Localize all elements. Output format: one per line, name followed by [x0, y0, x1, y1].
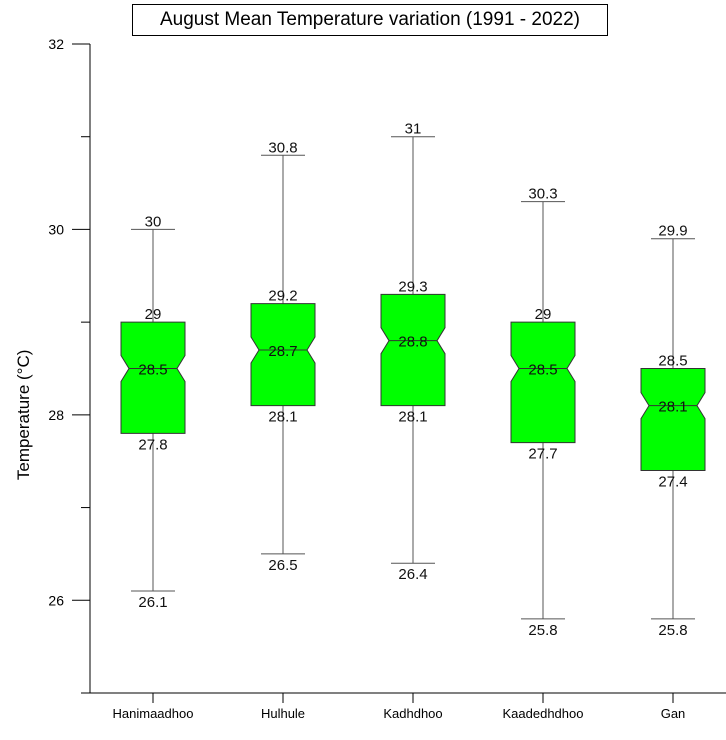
label-q1: 27.4	[658, 473, 687, 490]
y-tick-label: 28	[48, 407, 64, 423]
label-q3: 29	[145, 306, 162, 323]
x-tick-label: Kadhdhoo	[383, 706, 442, 721]
label-median: 28.1	[658, 399, 687, 416]
y-axis-label: Temperature (°C)	[14, 350, 33, 481]
y-tick-label: 32	[48, 36, 64, 52]
label-median: 28.7	[268, 343, 297, 360]
x-tick-label: Hulhule	[261, 706, 305, 721]
label-q3: 28.5	[658, 353, 687, 370]
y-tick-label: 30	[48, 221, 64, 237]
x-tick-label: Gan	[661, 706, 686, 721]
label-q1: 28.1	[398, 409, 427, 426]
label-q1: 27.7	[528, 446, 557, 463]
box	[120, 321, 186, 434]
label-median: 28.5	[138, 362, 167, 379]
label-min: 25.8	[658, 622, 687, 639]
box	[250, 303, 316, 407]
label-max: 31	[405, 121, 422, 138]
label-q3: 29.3	[398, 278, 427, 295]
label-min: 26.5	[268, 557, 297, 574]
label-max: 30	[145, 213, 162, 230]
label-max: 29.9	[658, 223, 687, 240]
label-median: 28.8	[398, 334, 427, 351]
x-tick-label: Hanimaadhoo	[113, 706, 194, 721]
label-median: 28.5	[528, 362, 557, 379]
label-min: 26.4	[398, 566, 427, 583]
label-max: 30.8	[268, 139, 297, 156]
chart-title: August Mean Temperature variation (1991 …	[132, 4, 608, 36]
box	[640, 368, 706, 471]
x-tick-label: Kaadedhdhoo	[503, 706, 584, 721]
label-min: 26.1	[138, 594, 167, 611]
box	[510, 321, 576, 444]
label-min: 25.8	[528, 622, 557, 639]
y-tick-label: 26	[48, 592, 64, 608]
label-q1: 28.1	[268, 409, 297, 426]
label-q3: 29.2	[268, 288, 297, 305]
label-q1: 27.8	[138, 436, 167, 453]
box	[380, 293, 446, 407]
label-max: 30.3	[528, 186, 557, 203]
label-q3: 29	[535, 306, 552, 323]
